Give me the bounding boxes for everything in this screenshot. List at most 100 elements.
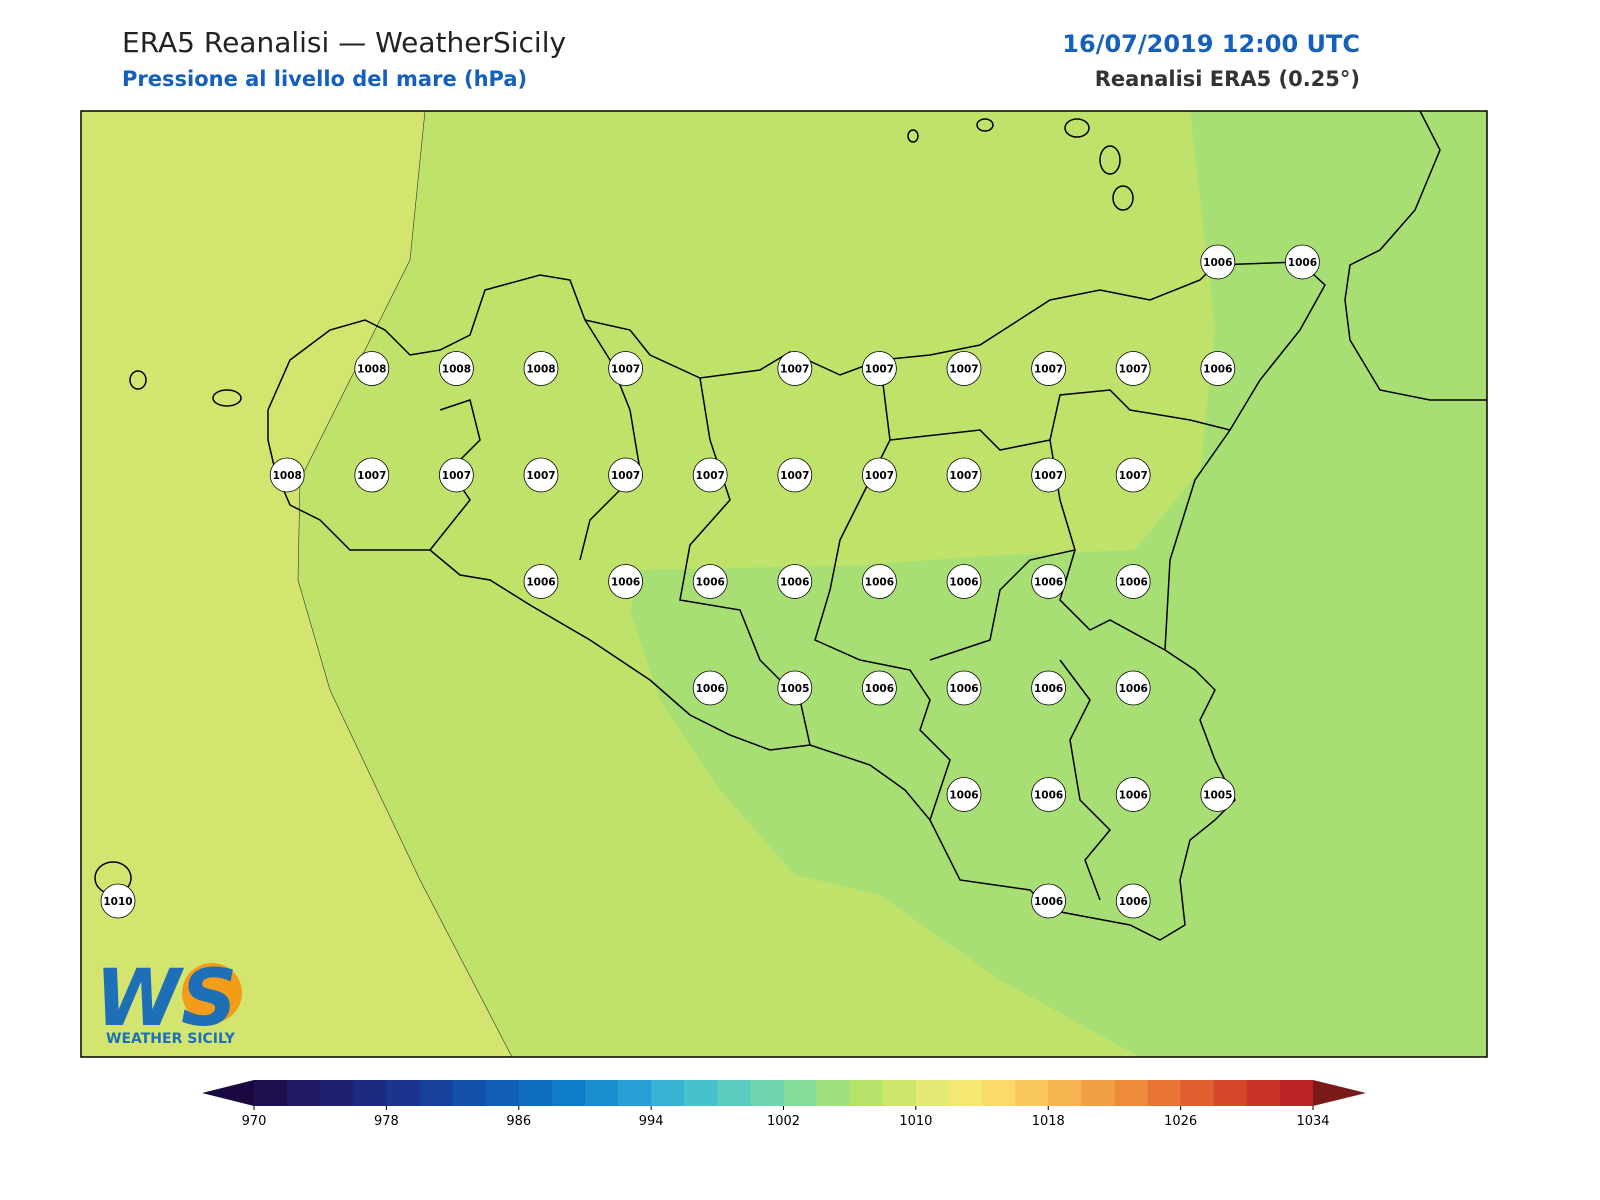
colorbar-bin bbox=[287, 1080, 321, 1106]
map: 1006 1006 1008 1008 1008 1007 1007 1007 1007 1007… bbox=[80, 110, 1488, 1058]
colorbar-tick-label: 1026 bbox=[1164, 1114, 1197, 1129]
title: ERA5 Reanalisi — WeatherSicily bbox=[122, 26, 566, 59]
station-value: 1006 bbox=[865, 577, 894, 589]
colorbar-bin bbox=[1114, 1080, 1149, 1106]
station-marker bbox=[523, 457, 559, 493]
calabria-coast bbox=[1344, 110, 1487, 401]
station-value: 1008 bbox=[442, 364, 471, 376]
subtitle: Pressione al livello del mare (hPa) bbox=[122, 67, 527, 91]
map-frame bbox=[80, 110, 1488, 1058]
station-value: 1008 bbox=[526, 364, 555, 376]
station-marker bbox=[777, 564, 813, 599]
colorbar-bin bbox=[1048, 1080, 1082, 1106]
station-marker bbox=[1115, 457, 1151, 493]
station-marker bbox=[1200, 244, 1236, 280]
station-value: 1005 bbox=[780, 683, 809, 695]
station-value: 1005 bbox=[1203, 790, 1232, 802]
station-marker bbox=[269, 457, 305, 493]
station-marker bbox=[777, 457, 813, 493]
colorbar-bin bbox=[320, 1080, 354, 1106]
colorbar-bin bbox=[816, 1080, 851, 1106]
colorbar-bin bbox=[1015, 1080, 1049, 1106]
colorbar-bin bbox=[948, 1080, 983, 1106]
station-value: 1006 bbox=[526, 577, 555, 589]
station-value: 1006 bbox=[1034, 577, 1063, 589]
station-marker bbox=[946, 351, 982, 386]
station-marker bbox=[1031, 883, 1066, 919]
station-value: 1006 bbox=[696, 577, 725, 589]
station-marker bbox=[1031, 457, 1066, 493]
station-marker bbox=[777, 351, 813, 386]
station-marker bbox=[100, 883, 136, 919]
station-marker bbox=[862, 457, 897, 493]
colorbar-tick-label: 1002 bbox=[767, 1114, 800, 1129]
colorbar-bin bbox=[915, 1080, 950, 1106]
province-borders bbox=[429, 319, 1231, 901]
station-value: 1006 bbox=[780, 577, 809, 589]
source: Reanalisi ERA5 (0.25°) bbox=[1095, 67, 1360, 91]
station-marker bbox=[1031, 351, 1066, 386]
logo: WS WEATHER SICILY bbox=[95, 954, 242, 1047]
station-value: 1006 bbox=[1288, 257, 1317, 269]
colorbar-bin bbox=[419, 1080, 454, 1106]
station-marker bbox=[1031, 670, 1066, 706]
station-value: 1006 bbox=[949, 683, 978, 695]
station-value: 1007 bbox=[1034, 364, 1063, 376]
colorbar-bin bbox=[1147, 1080, 1182, 1106]
colorbar-bin bbox=[353, 1080, 387, 1106]
islands bbox=[94, 118, 1134, 895]
station-value: 1006 bbox=[696, 683, 725, 695]
colorbar-bin bbox=[1279, 1080, 1314, 1106]
station-value: 1006 bbox=[1034, 790, 1063, 802]
colorbar-bin bbox=[982, 1080, 1016, 1106]
station-marker bbox=[692, 457, 728, 493]
station-value: 1007 bbox=[1034, 470, 1063, 482]
station-marker bbox=[946, 564, 982, 599]
station-value: 1006 bbox=[1203, 257, 1232, 269]
station-value: 1006 bbox=[1034, 896, 1063, 908]
station-marker bbox=[438, 457, 474, 493]
colorbar-tick-label: 994 bbox=[639, 1114, 664, 1129]
station-value: 1006 bbox=[1119, 683, 1148, 695]
station-marker bbox=[777, 670, 813, 706]
station-marker bbox=[523, 351, 559, 386]
station-marker bbox=[1285, 244, 1320, 280]
colorbar-bin bbox=[651, 1080, 685, 1106]
colorbar-bin bbox=[750, 1080, 784, 1106]
station-value: 1007 bbox=[949, 470, 978, 482]
colorbar-tick-label: 1018 bbox=[1032, 1114, 1065, 1129]
station-value: 1006 bbox=[1119, 790, 1148, 802]
colorbar-bin bbox=[551, 1080, 586, 1106]
colorbar-bin bbox=[882, 1080, 917, 1106]
station-marker bbox=[1115, 777, 1151, 812]
station-value: 1006 bbox=[1119, 577, 1148, 589]
station-marker bbox=[1031, 777, 1066, 812]
station-value: 1007 bbox=[526, 470, 555, 482]
station-value: 1008 bbox=[273, 470, 302, 482]
colorbar-bin bbox=[618, 1080, 652, 1106]
colorbar-tick-label: 1034 bbox=[1296, 1114, 1329, 1129]
colorbar-over bbox=[1313, 1080, 1366, 1106]
datetime: 16/07/2019 12:00 UTC bbox=[1062, 30, 1360, 58]
colorbar-bin bbox=[849, 1080, 884, 1106]
station-value: 1006 bbox=[1203, 364, 1232, 376]
station-value: 1007 bbox=[1119, 364, 1148, 376]
station-value: 1007 bbox=[442, 470, 471, 482]
colorbar-bin bbox=[584, 1080, 619, 1106]
station-value: 1006 bbox=[949, 790, 978, 802]
station-value: 1007 bbox=[780, 364, 809, 376]
station-value: 1007 bbox=[357, 470, 386, 482]
station-marker bbox=[946, 670, 982, 706]
colorbar-bin bbox=[717, 1080, 751, 1106]
colorbar-bin bbox=[1246, 1080, 1281, 1106]
colorbar-bin bbox=[518, 1080, 553, 1106]
station-value: 1007 bbox=[611, 470, 640, 482]
station-value: 1007 bbox=[865, 470, 894, 482]
station-marker bbox=[608, 564, 643, 599]
station-marker bbox=[862, 670, 897, 706]
station-marker bbox=[946, 457, 982, 493]
station-marker bbox=[692, 564, 728, 599]
station-value: 1007 bbox=[1119, 470, 1148, 482]
station-marker bbox=[692, 670, 728, 706]
colorbar-bin bbox=[1213, 1080, 1248, 1106]
